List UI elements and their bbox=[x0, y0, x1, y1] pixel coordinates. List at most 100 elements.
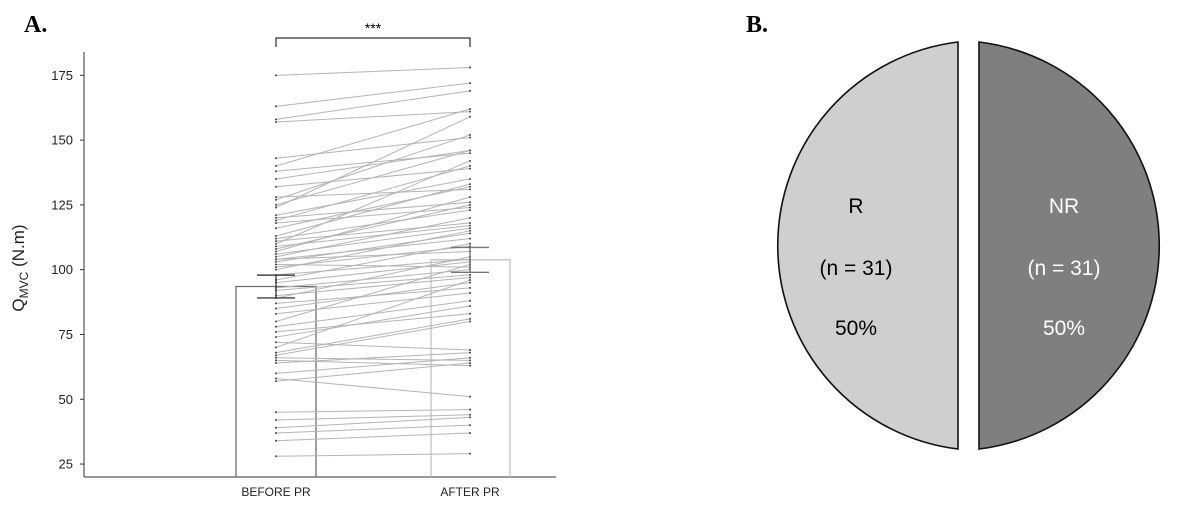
point-before-41 bbox=[275, 307, 277, 310]
point-after-47 bbox=[469, 349, 471, 352]
point-before-0 bbox=[275, 74, 277, 77]
point-after-62 bbox=[469, 452, 471, 455]
pair-line-41 bbox=[275, 282, 471, 310]
point-after-5 bbox=[469, 108, 471, 111]
point-before-10 bbox=[275, 198, 277, 201]
point-before-25 bbox=[275, 253, 277, 256]
point-after-38 bbox=[469, 276, 471, 279]
y-tick-label-175: 175 bbox=[51, 68, 73, 83]
point-after-54 bbox=[469, 356, 471, 359]
point-after-10 bbox=[469, 133, 471, 136]
pair-line-33 bbox=[275, 258, 471, 276]
pair-line-60 bbox=[275, 424, 471, 434]
pair-line-28 bbox=[275, 251, 471, 260]
pair-line-46 bbox=[275, 305, 471, 338]
point-before-28 bbox=[275, 258, 277, 261]
point-after-1 bbox=[469, 82, 471, 85]
point-before-43 bbox=[275, 320, 277, 323]
point-before-16 bbox=[275, 222, 277, 225]
point-after-46 bbox=[469, 304, 471, 307]
pair-line-27 bbox=[275, 238, 471, 260]
point-before-51 bbox=[275, 356, 277, 359]
point-before-54 bbox=[275, 372, 277, 375]
point-before-6 bbox=[275, 170, 277, 173]
point-after-41 bbox=[469, 281, 471, 284]
pie-slice-nr bbox=[978, 41, 1161, 450]
pair-line-29 bbox=[275, 232, 471, 263]
point-before-18 bbox=[275, 234, 277, 237]
point-before-57 bbox=[275, 411, 277, 414]
point-before-42 bbox=[275, 312, 277, 315]
pair-line-13 bbox=[275, 178, 471, 216]
pair-line-20 bbox=[275, 222, 471, 242]
pair-line-4 bbox=[275, 137, 471, 159]
point-before-22 bbox=[275, 245, 277, 248]
pair-line-5 bbox=[275, 108, 471, 167]
point-after-42 bbox=[469, 292, 471, 295]
significance-label: *** bbox=[365, 20, 382, 36]
pie-label-nr: NR bbox=[1049, 195, 1079, 218]
point-before-24 bbox=[275, 250, 277, 253]
pair-line-11 bbox=[275, 149, 471, 206]
pair-line-62 bbox=[275, 453, 471, 457]
point-after-24 bbox=[469, 196, 471, 199]
point-before-58 bbox=[275, 418, 277, 421]
point-after-18 bbox=[469, 183, 471, 186]
point-before-46 bbox=[275, 336, 277, 339]
point-after-3 bbox=[469, 110, 471, 113]
point-after-15 bbox=[469, 165, 471, 168]
point-before-11 bbox=[275, 203, 277, 206]
point-before-47 bbox=[275, 341, 277, 344]
y-axis-title: QMVC (N.m) bbox=[9, 224, 31, 311]
pair-line-17 bbox=[275, 186, 471, 229]
point-after-16 bbox=[469, 206, 471, 209]
point-before-5 bbox=[275, 165, 277, 168]
pair-line-61 bbox=[275, 432, 471, 442]
pie-percent-nr: 50% bbox=[1043, 317, 1085, 340]
point-before-29 bbox=[275, 260, 277, 263]
pair-line-58 bbox=[275, 414, 471, 421]
pair-line-24 bbox=[275, 196, 471, 253]
y-tick-label-25: 25 bbox=[59, 457, 73, 472]
x-category-label-0: BEFORE PR bbox=[241, 485, 311, 499]
point-after-17 bbox=[469, 185, 471, 188]
point-after-9 bbox=[469, 188, 471, 191]
pair-line-49 bbox=[275, 318, 471, 354]
point-before-8 bbox=[275, 185, 277, 188]
point-after-25 bbox=[469, 227, 471, 230]
pair-line-3 bbox=[275, 111, 471, 123]
point-before-62 bbox=[275, 455, 277, 458]
point-before-49 bbox=[275, 351, 277, 354]
pie-count-nr: (n = 31) bbox=[1028, 257, 1101, 280]
pair-line-57 bbox=[275, 409, 471, 413]
pair-line-47 bbox=[275, 341, 471, 351]
pair-line-12 bbox=[275, 116, 471, 208]
pair-line-36 bbox=[275, 269, 471, 289]
point-after-57 bbox=[469, 408, 471, 411]
point-before-2 bbox=[275, 118, 277, 121]
point-before-44 bbox=[275, 325, 277, 328]
pair-line-37 bbox=[275, 274, 471, 291]
pie-label-r: R bbox=[848, 195, 863, 218]
point-after-0 bbox=[469, 66, 471, 69]
pair-line-34 bbox=[275, 243, 471, 281]
point-after-59 bbox=[469, 416, 471, 419]
pair-line-38 bbox=[275, 276, 471, 297]
point-after-6 bbox=[469, 152, 471, 155]
panel-b-label: B. bbox=[746, 12, 768, 38]
pie-percent-r: 50% bbox=[835, 317, 877, 340]
pair-line-50 bbox=[275, 321, 471, 356]
pair-line-7 bbox=[275, 149, 471, 180]
y-tick-label-75: 75 bbox=[59, 327, 73, 342]
pair-line-32 bbox=[275, 230, 471, 271]
point-after-21 bbox=[469, 159, 471, 162]
point-before-55 bbox=[275, 377, 277, 380]
pair-line-39 bbox=[275, 256, 471, 299]
point-after-14 bbox=[469, 201, 471, 204]
pair-line-43 bbox=[275, 264, 471, 322]
point-before-50 bbox=[275, 354, 277, 357]
point-before-52 bbox=[275, 359, 277, 362]
point-after-20 bbox=[469, 222, 471, 225]
panel-a-chart: 25 50 75 100 125 150 175 *** BEFORE PR AFTER PR… bbox=[9, 20, 556, 499]
point-before-40 bbox=[275, 302, 277, 305]
